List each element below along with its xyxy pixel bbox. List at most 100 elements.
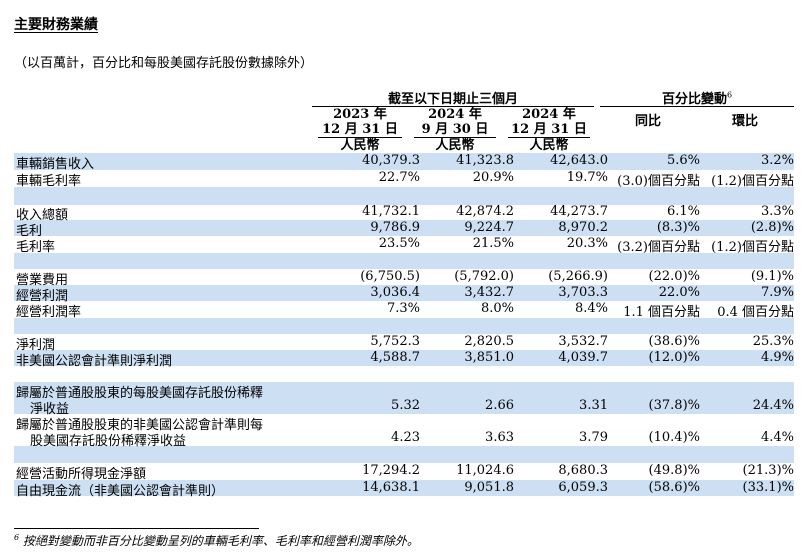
col-header-currency: 人民幣 bbox=[414, 137, 496, 153]
row-band bbox=[14, 382, 794, 414]
cell-yoy: 1.1 個百分點 bbox=[623, 305, 700, 320]
cell-yoy: 5.6% bbox=[666, 153, 700, 168]
col-header-yoy: 同比 bbox=[634, 114, 661, 129]
cell-qoq: 4.4% bbox=[760, 430, 794, 445]
col-header-q3-2024: 2024 年 9 月 30 日 人民幣 bbox=[408, 107, 502, 153]
cell-yoy: 22.0% bbox=[658, 285, 700, 300]
cell-yoy: (10.4)% bbox=[648, 430, 700, 445]
cell-q4-2024: 3,703.3 bbox=[558, 285, 608, 300]
cell-q4-2024: 3.31 bbox=[579, 398, 608, 413]
row-label: 非美國公認會計準則淨利潤 bbox=[16, 354, 173, 369]
cell-qoq: 25.3% bbox=[752, 334, 794, 349]
row-band bbox=[14, 253, 794, 269]
row-band bbox=[14, 220, 794, 236]
col-header-q4-2024: 2024 年 12 月 31 日 人民幣 bbox=[502, 107, 596, 153]
row-band bbox=[14, 446, 794, 463]
footnote-marker: 6 bbox=[14, 533, 20, 542]
cell-q4-2023: 9,786.9 bbox=[370, 220, 420, 235]
cell-q4-2024: 8,680.3 bbox=[558, 463, 608, 478]
cell-q3-2024: 3,851.0 bbox=[464, 350, 514, 365]
cell-yoy: (49.8)% bbox=[648, 463, 700, 478]
section-title: 主要財務業績 bbox=[14, 17, 98, 33]
cell-q3-2024: 21.5% bbox=[472, 236, 514, 251]
cell-q3-2024: (5,792.0) bbox=[454, 269, 514, 284]
cell-q3-2024: 11,024.6 bbox=[456, 463, 514, 478]
cell-q4-2024: 42,643.0 bbox=[550, 153, 608, 168]
cell-q4-2024: 6,059.3 bbox=[558, 480, 608, 495]
cell-yoy: (12.0)% bbox=[648, 350, 700, 365]
cell-q4-2024: 20.3% bbox=[566, 236, 608, 251]
cell-yoy: 6.1% bbox=[666, 204, 700, 219]
cell-q3-2024: 9,224.7 bbox=[464, 220, 514, 235]
cell-q4-2024: 19.7% bbox=[566, 170, 608, 185]
col-header-qoq: 環比 bbox=[731, 114, 758, 129]
row-label: 毛利 bbox=[16, 224, 43, 239]
cell-yoy: (58.6)% bbox=[648, 480, 700, 495]
row-band bbox=[14, 187, 794, 205]
col-header-date: 12 月 31 日 bbox=[511, 122, 587, 137]
row-label: 淨利潤 bbox=[16, 338, 56, 353]
cell-q4-2023: 3,036.4 bbox=[370, 285, 420, 300]
cell-q4-2023: (6,750.5) bbox=[360, 269, 420, 284]
period-group-rule bbox=[312, 106, 594, 107]
row-band bbox=[14, 285, 794, 301]
change-group-rule bbox=[600, 106, 794, 107]
row-band bbox=[14, 153, 794, 170]
row-label: 收入總額 bbox=[16, 208, 69, 223]
units-note: （以百萬計，百分比和每股美國存託股份數據除外） bbox=[14, 56, 314, 71]
cell-qoq: (33.1)% bbox=[742, 480, 794, 495]
cell-qoq: 7.9% bbox=[760, 285, 794, 300]
cell-q3-2024: 8.0% bbox=[480, 301, 514, 316]
cell-q3-2024: 3.63 bbox=[485, 430, 514, 445]
footnote: 6 按絕對變動而非百分比變動呈列的車輛毛利率、毛利率和經營利潤率除外。 bbox=[14, 532, 419, 549]
cell-q4-2023: 22.7% bbox=[378, 170, 420, 185]
period-group-header: 截至以下日期止三個月 bbox=[312, 88, 594, 107]
cell-qoq: 0.4 個百分點 bbox=[717, 305, 794, 320]
cell-q4-2023: 7.3% bbox=[386, 301, 420, 316]
cell-q4-2024: 8.4% bbox=[574, 301, 608, 316]
col-header-date: 12 月 31 日 bbox=[322, 122, 398, 137]
col-header-year: 2024 年 bbox=[428, 107, 482, 122]
table-row: 歸屬於普通股股東的非美國公認會計準則每 股美國存託股份稀釋淨收益 4.23 3.… bbox=[14, 414, 794, 449]
cell-qoq: 3.2% bbox=[760, 153, 794, 168]
cell-qoq: (2.8)% bbox=[750, 220, 794, 235]
row-label: 車輛銷售收入 bbox=[16, 157, 95, 172]
cell-qoq: (21.3)% bbox=[742, 463, 794, 478]
cell-q4-2024: (5,266.9) bbox=[548, 269, 608, 284]
col-header-currency: 人民幣 bbox=[508, 137, 590, 153]
col-header-year: 2024 年 bbox=[522, 107, 576, 122]
cell-yoy: (3.0)個百分點 bbox=[617, 174, 700, 189]
change-group-footnote-ref: 6 bbox=[726, 90, 733, 100]
col-header-date: 9 月 30 日 bbox=[421, 122, 489, 137]
cell-q3-2024: 9,051.8 bbox=[464, 480, 514, 495]
cell-q4-2023: 40,379.3 bbox=[362, 153, 420, 168]
cell-q4-2023: 4,588.7 bbox=[370, 350, 420, 365]
change-group-label: 百分比變動 bbox=[661, 92, 727, 107]
cell-q3-2024: 3,432.7 bbox=[464, 285, 514, 300]
row-label: 歸屬於普通股股東的每股美國存託股份稀釋 bbox=[16, 386, 264, 401]
cell-q3-2024: 2.66 bbox=[485, 398, 514, 413]
cell-q3-2024: 2,820.5 bbox=[464, 334, 514, 349]
cell-qoq: 4.9% bbox=[760, 350, 794, 365]
row-label: 車輛毛利率 bbox=[16, 174, 82, 189]
change-group-header: 百分比變動6 bbox=[600, 88, 794, 107]
cell-yoy: (22.0)% bbox=[648, 269, 700, 284]
cell-qoq: (9.1)% bbox=[750, 269, 794, 284]
cell-yoy: (3.2)個百分點 bbox=[617, 240, 700, 255]
cell-q4-2024: 3,532.7 bbox=[558, 334, 608, 349]
col-header-year: 2023 年 bbox=[333, 107, 387, 122]
cell-qoq: (1.2)個百分點 bbox=[711, 240, 794, 255]
cell-q4-2023: 4.23 bbox=[391, 430, 420, 445]
cell-yoy: (8.3)% bbox=[656, 220, 700, 235]
cell-qoq: 24.4% bbox=[752, 398, 794, 413]
cell-q4-2024: 4,039.7 bbox=[558, 350, 608, 365]
cell-yoy: (38.6)% bbox=[648, 334, 700, 349]
cell-q4-2024: 44,273.7 bbox=[550, 204, 608, 219]
row-band bbox=[14, 318, 794, 334]
cell-q4-2023: 17,294.2 bbox=[362, 463, 420, 478]
cell-q4-2023: 23.5% bbox=[378, 236, 420, 251]
cell-q3-2024: 41,323.8 bbox=[456, 153, 514, 168]
cell-q4-2023: 14,638.1 bbox=[362, 480, 420, 495]
cell-q3-2024: 42,874.2 bbox=[456, 204, 514, 219]
table-row: 歸屬於普通股股東的每股美國存託股份稀釋 淨收益 5.32 2.66 3.31 (… bbox=[14, 382, 794, 417]
